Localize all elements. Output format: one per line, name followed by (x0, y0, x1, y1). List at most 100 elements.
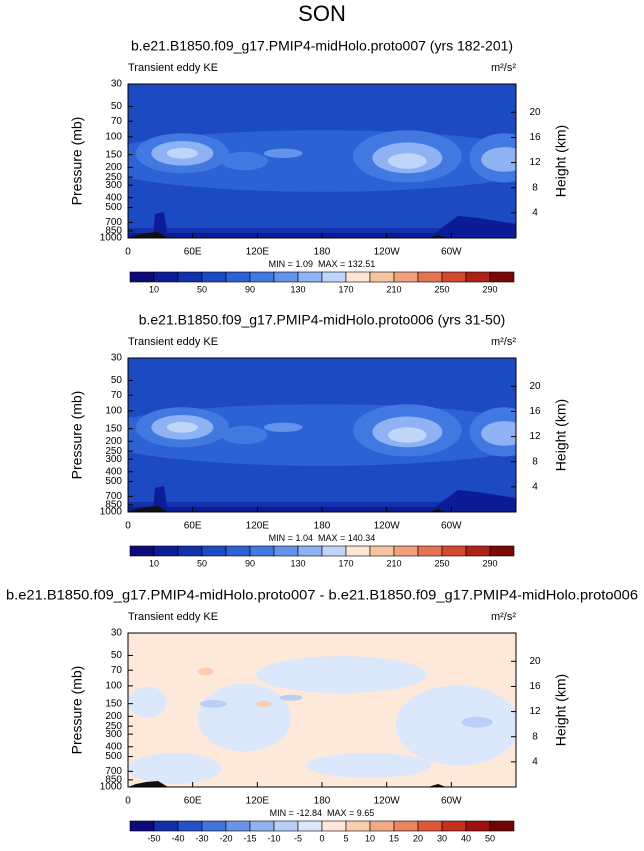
colorbar-label: -40 (171, 833, 184, 843)
contour-fill (197, 683, 291, 752)
contour-field (128, 84, 516, 238)
y-tick-label: 250 (105, 721, 122, 732)
colorbar-box (249, 545, 275, 557)
y-tick-label: 400 (105, 192, 122, 203)
x-tick-label: 60E (184, 247, 202, 258)
panel: b.e21.B1850.f09_g17.PMIP4-midHolo.proto0… (69, 38, 569, 295)
min-max-part: MAX = (327, 808, 354, 818)
x-tick-label: 180 (314, 247, 331, 258)
colorbar-label: -50 (147, 833, 160, 843)
panel-subtitle: Transient eddy KE (128, 611, 218, 623)
y-tick-label: 70 (111, 116, 123, 127)
colorbar-box (153, 271, 179, 283)
colorbar-label: 50 (197, 284, 207, 294)
y2-axis-label: Height (km) (553, 399, 569, 471)
units-label: m²/s² (491, 611, 516, 623)
colorbar-box (225, 820, 251, 832)
y-axis-label: Pressure (mb) (69, 666, 85, 755)
colorbar-box (225, 271, 251, 283)
contour-fill (153, 486, 168, 512)
panel: b.e21.B1850.f09_g17.PMIP4-midHolo.proto0… (69, 312, 569, 569)
colorbar-box (441, 545, 467, 557)
colorbar-box (321, 820, 347, 832)
contour-fill (166, 147, 198, 159)
colorbar-box (273, 271, 299, 283)
y-tick-label: 200 (105, 436, 122, 447)
colorbar-label: 250 (434, 284, 449, 294)
x-tick-label: 120W (374, 247, 401, 258)
colorbar-label: -10 (267, 833, 280, 843)
y2-tick-label: 8 (532, 731, 538, 742)
colorbar-box (177, 545, 203, 557)
contour-fill (428, 490, 516, 512)
topography (428, 784, 446, 787)
contour-fill (306, 753, 431, 778)
min-max-part: MIN = (269, 259, 293, 269)
colorbar-label: 40 (461, 833, 471, 843)
colorbar-label: 210 (386, 558, 401, 568)
x-tick-label: 120E (246, 521, 270, 532)
x-tick-label: 120E (246, 247, 270, 258)
y-tick-label: 850 (105, 226, 122, 237)
colorbar-label: 20 (413, 833, 423, 843)
colorbar-label: 50 (197, 558, 207, 568)
colorbar-label: 250 (434, 558, 449, 568)
topography (128, 506, 168, 512)
panel-title: b.e21.B1850.f09_g17.PMIP4-midHolo.proto0… (131, 38, 513, 54)
y-tick-label: 700 (105, 491, 122, 502)
colorbar-label: -5 (294, 833, 302, 843)
colorbar-label: 290 (482, 284, 497, 294)
contour-fill (395, 685, 516, 766)
contour-fill (263, 422, 303, 432)
contour-fill (221, 151, 268, 171)
y2-tick-label: 8 (532, 182, 538, 193)
y-tick-label: 30 (111, 353, 123, 364)
colorbar-box (369, 820, 395, 832)
y-tick-label: 1000 (100, 782, 123, 793)
colorbar-box (129, 545, 155, 557)
colorbar-label: 15 (389, 833, 399, 843)
contour-fill (349, 705, 373, 715)
y-axis-label: Pressure (mb) (69, 391, 85, 480)
topography (128, 781, 168, 787)
colorbar-box (465, 820, 491, 832)
y2-axis-label: Height (km) (553, 674, 569, 746)
colorbar-label: -15 (243, 833, 256, 843)
colorbar-label: 10 (365, 833, 375, 843)
panel-title: b.e21.B1850.f09_g17.PMIP4-midHolo.proto0… (6, 587, 638, 603)
y-tick-label: 50 (111, 375, 123, 386)
colorbar-box (489, 545, 515, 557)
colorbar-box (177, 271, 203, 283)
x-tick-label: 60E (184, 796, 202, 807)
colorbar-label: 170 (338, 284, 353, 294)
colorbar-label: 130 (290, 284, 305, 294)
y-tick-label: 100 (105, 132, 122, 143)
y-tick-label: 150 (105, 149, 122, 160)
x-tick-label: 0 (125, 521, 131, 532)
y2-tick-label: 8 (532, 456, 538, 467)
colorbar-box (489, 820, 515, 832)
y2-tick-label: 20 (529, 107, 541, 118)
y2-tick-label: 20 (529, 656, 541, 667)
contour-fill (481, 421, 516, 446)
colorbar-box (177, 820, 203, 832)
colorbar-box (441, 271, 467, 283)
colorbar-box (393, 545, 419, 557)
colorbar-label: 290 (482, 558, 497, 568)
colorbar-box (273, 820, 299, 832)
colorbar-box (393, 271, 419, 283)
colorbar-box (153, 545, 179, 557)
y-tick-label: 400 (105, 741, 122, 752)
y-tick-label: 300 (105, 729, 122, 740)
y-tick-label: 50 (111, 101, 123, 112)
x-tick-label: 60W (441, 247, 462, 258)
y-tick-label: 500 (105, 476, 122, 487)
y-tick-label: 1000 (100, 507, 123, 518)
panel-subtitle: Transient eddy KE (128, 62, 218, 74)
colorbar-label: 10 (149, 558, 159, 568)
y-tick-label: 70 (111, 390, 123, 401)
panel: b.e21.B1850.f09_g17.PMIP4-midHolo.proto0… (6, 587, 638, 844)
min-max-part: MAX = (318, 533, 345, 543)
topography (428, 509, 446, 512)
topography (128, 232, 168, 238)
